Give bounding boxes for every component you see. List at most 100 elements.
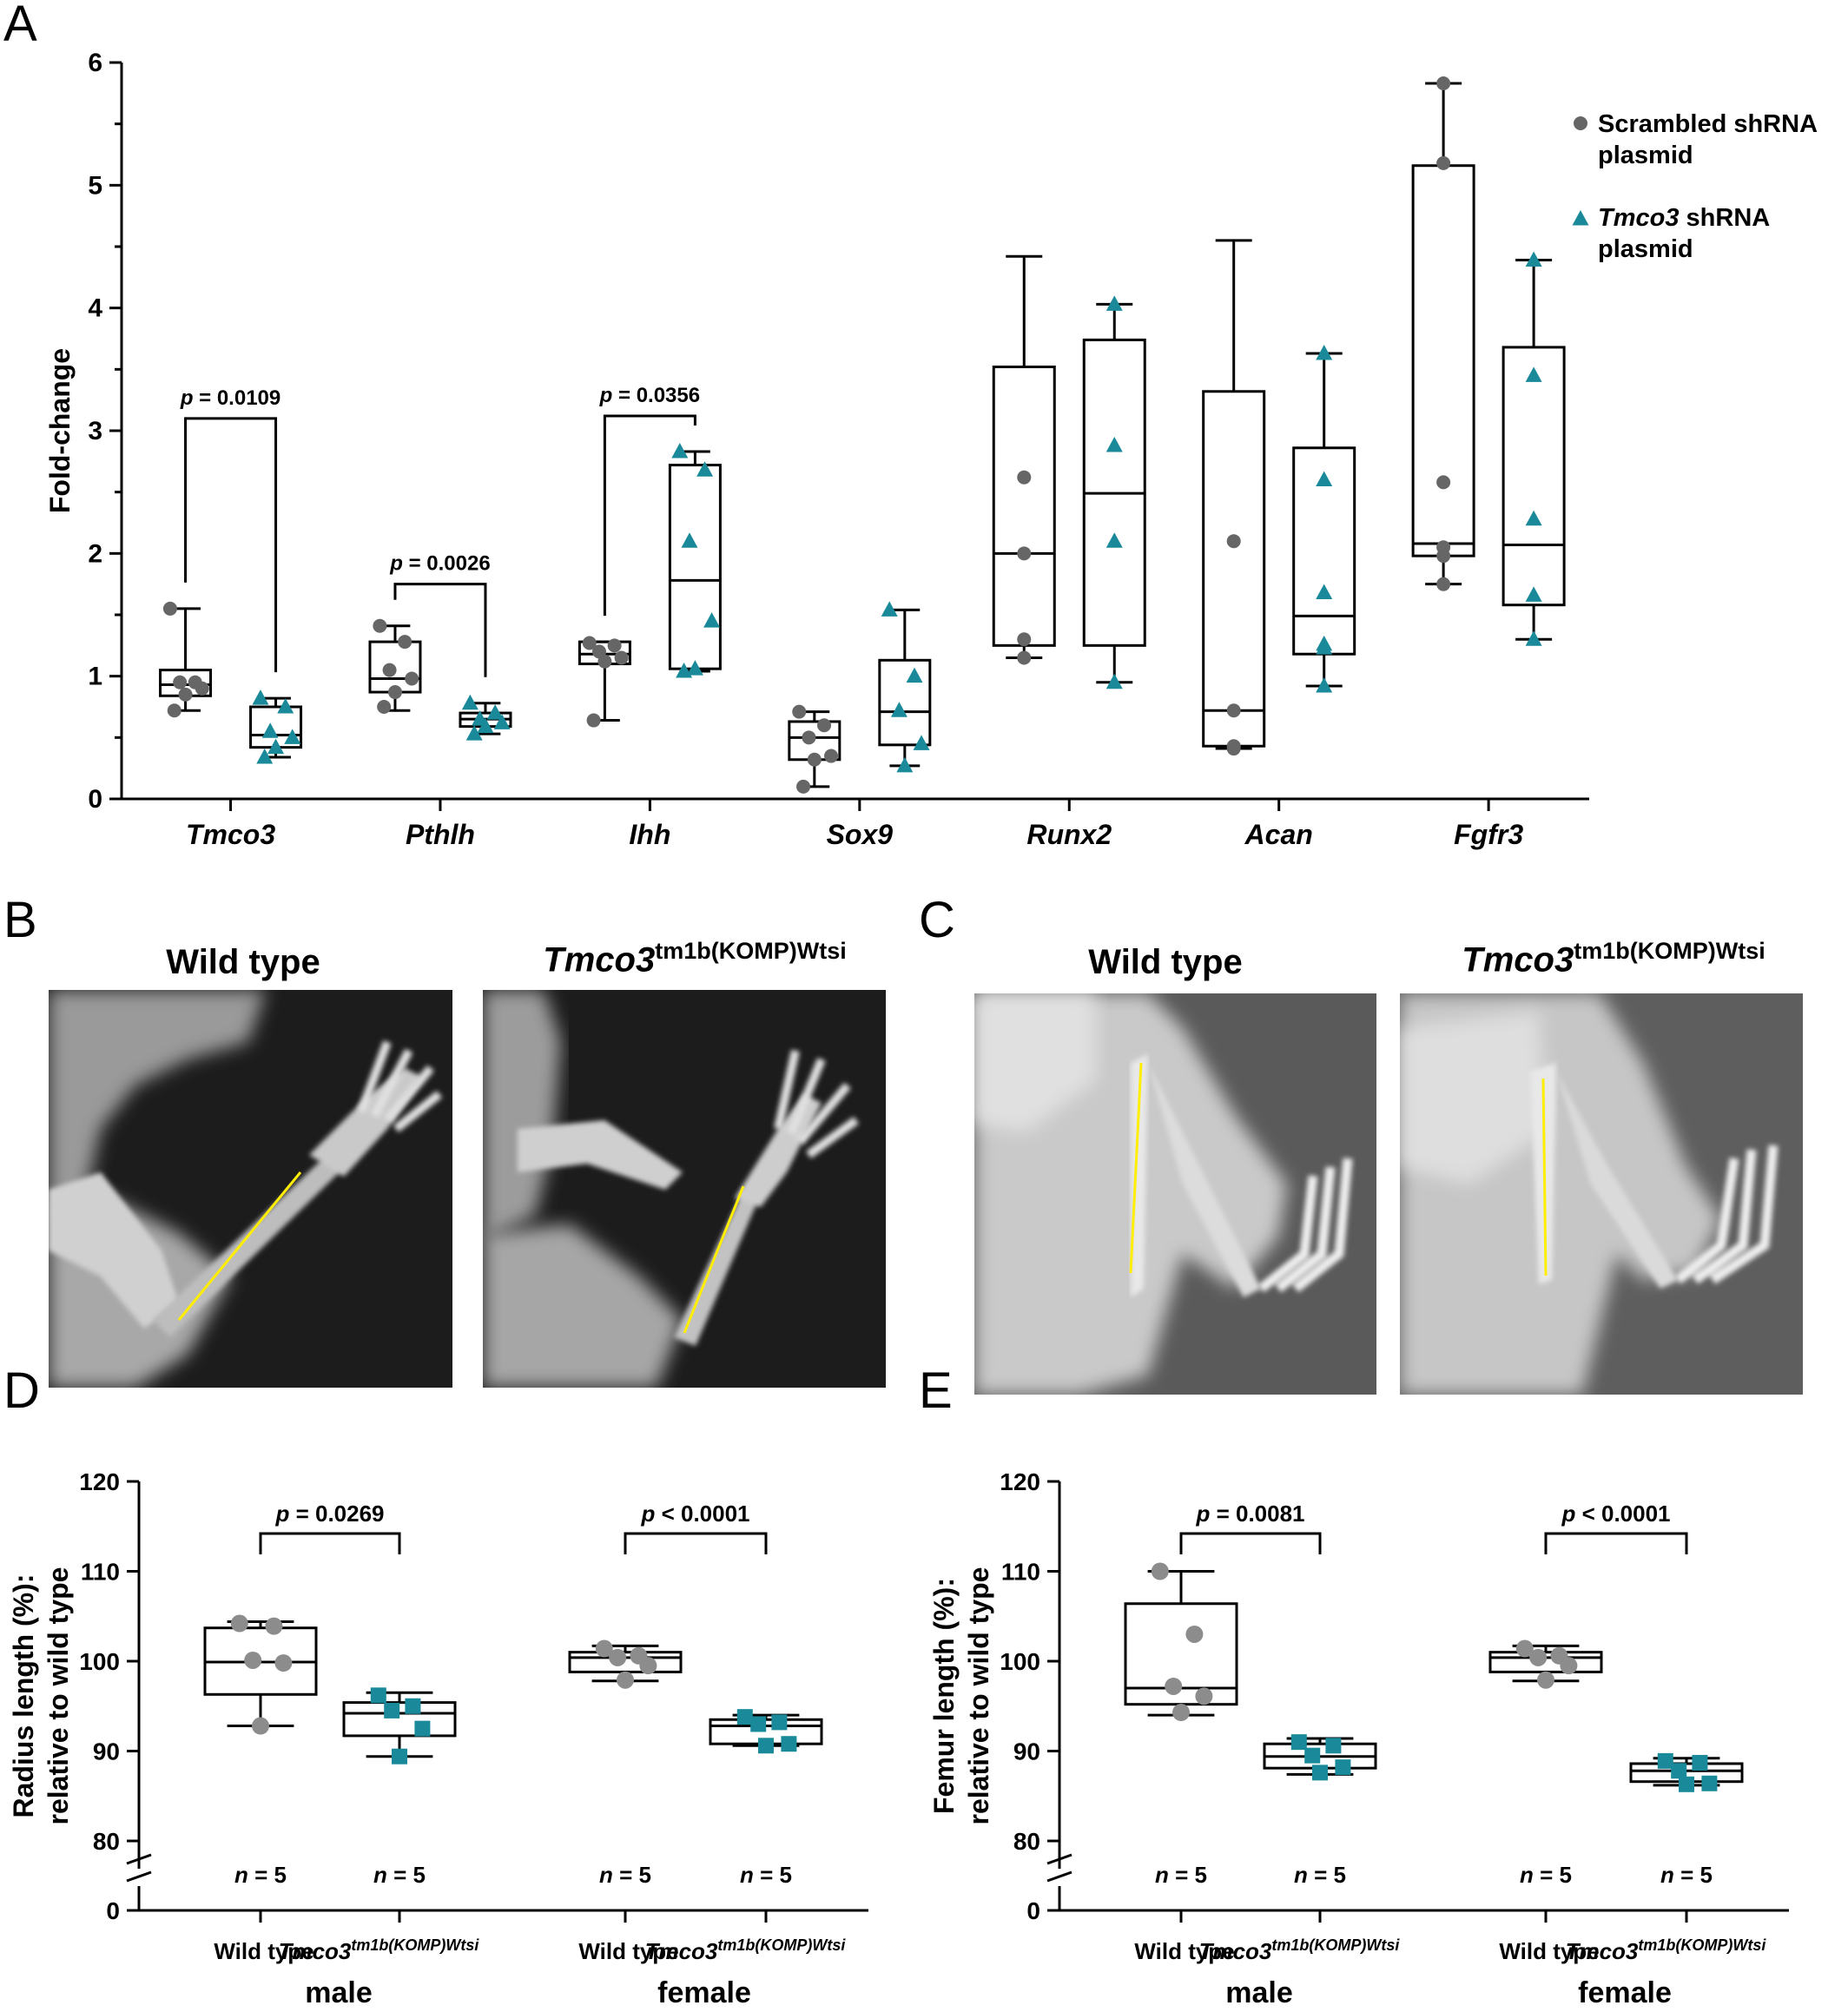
d-n-wildtype-female: n = 5	[599, 1862, 651, 1888]
d-point-wildtype-male	[230, 1614, 248, 1633]
d-point-mutant-female	[750, 1716, 767, 1732]
e-group-label-male: male	[1225, 1976, 1293, 2008]
a-point-scrambled-Runx2	[1017, 632, 1032, 647]
a-point-scrambled-Sox9	[817, 718, 832, 733]
d-point-mutant-female	[781, 1736, 797, 1752]
d-y-tick-label-90: 90	[93, 1738, 120, 1765]
d-group-label-female: female	[657, 1976, 751, 2008]
xray-hindlimb-wildtype	[974, 993, 1376, 1395]
a-point-tmco3-Ihh	[703, 612, 721, 628]
xray-b-mutant-title: Tmco3tm1b(KOMP)Wtsi	[543, 938, 846, 980]
a-box-tmco3-Fgfr3-box	[1502, 346, 1566, 607]
d-axis-break-mark	[126, 1870, 152, 1883]
d-y-axis-title-2: relative to wild type	[43, 1567, 74, 1825]
e-point-wildtype-male	[1172, 1703, 1190, 1721]
e-y-tick-label-zero: 0	[1026, 1897, 1040, 1924]
d-n-mutant-male: n = 5	[373, 1862, 426, 1888]
a-point-scrambled-Sox9	[792, 704, 807, 719]
d-point-mutant-male	[370, 1687, 386, 1704]
a-point-tmco3-Fgfr3	[1525, 366, 1542, 382]
a-box-scrambled-Fgfr3-box	[1411, 164, 1475, 557]
a-point-scrambled-Sox9	[824, 749, 839, 763]
e-n-wildtype-female: n = 5	[1520, 1862, 1572, 1888]
a-point-scrambled-Tmco3	[195, 681, 209, 696]
a-point-tmco3-Runx2	[1106, 532, 1123, 548]
e-point-wildtype-male	[1185, 1625, 1204, 1643]
a-point-tmco3-Acan	[1316, 471, 1333, 487]
e-point-mutant-female	[1657, 1752, 1673, 1769]
e-point-mutant-female	[1671, 1763, 1687, 1779]
e-x-label-mutant-male: Tmco3tm1b(KOMP)Wtsi	[1199, 1936, 1401, 1964]
a-x-tick-label-Tmco3: Tmco3	[186, 819, 275, 850]
e-x-label-wildtype-female: Wild type	[1499, 1938, 1599, 1964]
a-point-tmco3-Sox9	[890, 702, 908, 717]
e-point-mutant-male	[1290, 1734, 1307, 1751]
xray-forelimb-mutant	[483, 990, 886, 1388]
a-point-tmco3-Ihh	[681, 532, 698, 548]
e-point-mutant-male	[1335, 1759, 1351, 1776]
panel-label-c: C	[919, 892, 955, 948]
e-point-mutant-female	[1692, 1754, 1708, 1771]
a-point-tmco3-Fgfr3	[1525, 251, 1542, 267]
d-n-mutant-female: n = 5	[740, 1862, 792, 1888]
a-point-scrambled-Fgfr3	[1436, 577, 1451, 591]
d-x-label-wildtype-female: Wild type	[578, 1938, 678, 1964]
e-n-wildtype-male: n = 5	[1155, 1862, 1207, 1888]
a-point-scrambled-Ihh	[614, 650, 629, 665]
panel-label-e: E	[919, 1362, 953, 1419]
a-x-tick-label-Acan: Acan	[1244, 819, 1313, 850]
d-p-value-female: p < 0.0001	[640, 1501, 749, 1527]
a-legend-label-tmco3-2: plasmid	[1598, 235, 1693, 263]
a-point-tmco3-Pthlh	[493, 714, 511, 729]
xray-b-gene: Tmco3	[543, 940, 656, 980]
d-x-label-mutant-female: Tmco3tm1b(KOMP)Wtsi	[645, 1936, 847, 1964]
a-point-scrambled-Sox9	[802, 730, 816, 745]
a-point-tmco3-Sox9	[906, 667, 923, 683]
d-group-label-male: male	[305, 1976, 373, 2008]
e-y-tick-label-110: 110	[1001, 1559, 1040, 1586]
a-point-scrambled-Runx2	[1017, 470, 1032, 485]
a-point-tmco3-Runx2	[1106, 436, 1123, 452]
a-point-tmco3-Runx2	[1106, 673, 1123, 689]
a-point-scrambled-Tmco3	[167, 703, 182, 718]
a-legend-marker-scrambled	[1574, 116, 1587, 130]
d-point-mutant-male	[414, 1720, 431, 1737]
a-legend-label-scrambled-1: Scrambled shRNA	[1598, 110, 1818, 138]
d-point-wildtype-female	[595, 1639, 613, 1658]
a-point-tmco3-Acan	[1316, 676, 1333, 693]
d-y-tick-label-100: 100	[79, 1648, 120, 1675]
e-significance-bracket	[1544, 1532, 1688, 1555]
a-point-tmco3-Tmco3	[267, 738, 285, 755]
d-y-tick-label-zero: 0	[106, 1897, 120, 1924]
d-point-mutant-male	[405, 1698, 421, 1714]
a-p-value-label: p = 0.0026	[389, 552, 490, 576]
d-point-wildtype-female	[617, 1671, 634, 1689]
measure-line-radius-wt	[177, 1171, 302, 1321]
a-point-tmco3-Pthlh	[477, 717, 494, 734]
a-y-axis-title: Fold-change	[44, 348, 76, 513]
e-x-label-wildtype-male: Wild type	[1134, 1938, 1234, 1964]
a-y-tick-label-2: 2	[88, 539, 102, 568]
e-significance-bracket	[1179, 1532, 1322, 1555]
d-point-mutant-female	[771, 1714, 788, 1731]
e-y-axis-title-2: relative to wild type	[963, 1567, 994, 1825]
a-point-tmco3-Runx2	[1106, 295, 1123, 311]
a-point-scrambled-Pthlh	[382, 663, 397, 677]
a-point-tmco3-Acan	[1316, 584, 1333, 600]
a-point-tmco3-Fgfr3	[1525, 630, 1542, 646]
e-point-wildtype-female	[1537, 1671, 1554, 1689]
a-y-tick-label-1: 1	[88, 663, 102, 691]
e-p-value-male: p = 0.0081	[1195, 1501, 1304, 1527]
a-point-scrambled-Fgfr3	[1436, 549, 1451, 564]
a-legend-marker-tmco3	[1572, 210, 1589, 226]
e-x-label-mutant-female: Tmco3tm1b(KOMP)Wtsi	[1566, 1936, 1767, 1964]
a-point-scrambled-Acan	[1226, 742, 1241, 756]
e-point-wildtype-male	[1151, 1562, 1169, 1580]
d-box-mutant-male-box	[342, 1701, 457, 1738]
xray-b-wildtype-title: Wild type	[166, 943, 320, 981]
a-box-tmco3-Ihh-box	[668, 464, 722, 670]
a-point-tmco3-Sox9	[896, 756, 914, 773]
panel-label-b: B	[3, 892, 37, 948]
